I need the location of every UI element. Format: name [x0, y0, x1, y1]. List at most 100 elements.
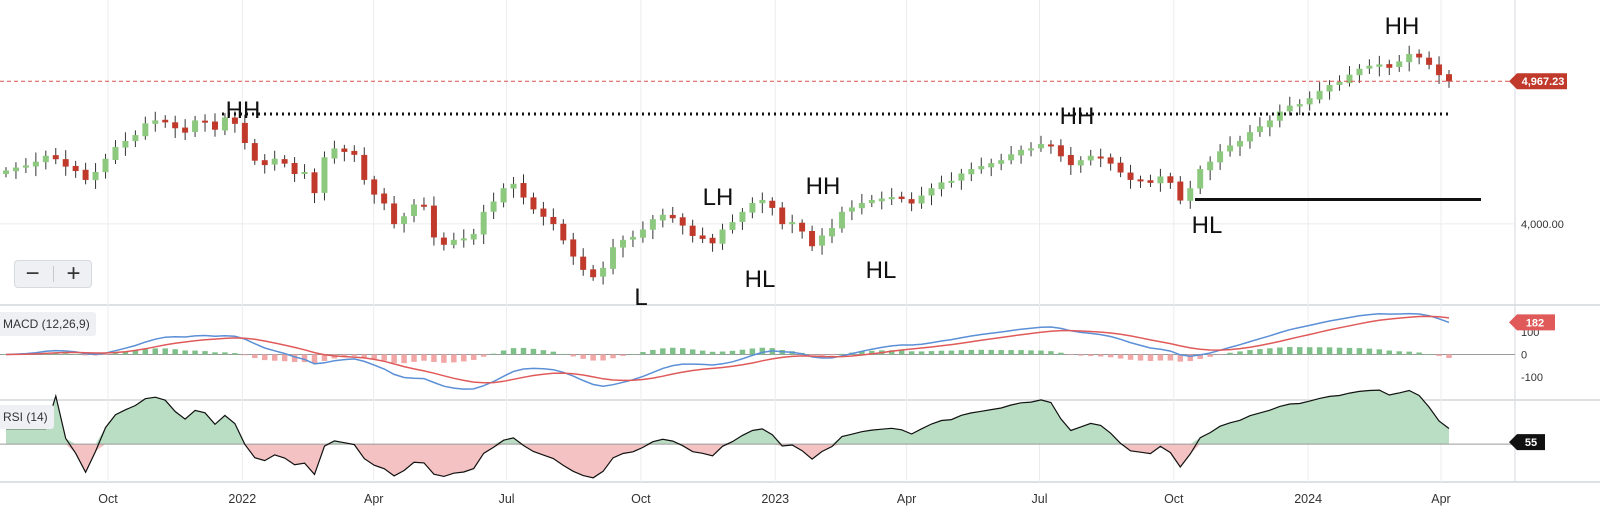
candle-body: [1028, 148, 1035, 151]
macd-histogram-bar: [1197, 354, 1203, 359]
macd-histogram-bar: [819, 354, 825, 356]
candle-body: [590, 269, 597, 278]
candle-body: [1047, 144, 1054, 147]
macd-histogram-bar: [689, 349, 696, 355]
candle-body: [1187, 188, 1194, 201]
macd-histogram-bar: [1048, 351, 1054, 355]
candle-body: [699, 235, 706, 239]
macd-histogram-bar: [122, 351, 129, 355]
candle-body: [649, 219, 656, 230]
candle-body: [530, 197, 537, 210]
swing-annotation: HH: [1385, 13, 1420, 40]
macd-histogram-bar: [291, 354, 298, 363]
candle-body: [868, 200, 875, 204]
candle-body: [221, 117, 228, 131]
candle-body: [679, 217, 686, 226]
candle-body: [1386, 64, 1393, 68]
swing-annotation: HH: [226, 97, 261, 124]
candle-body: [918, 195, 925, 204]
x-tick-label: Apr: [897, 492, 916, 506]
candle-body: [610, 247, 617, 269]
macd-histogram-bar: [371, 354, 377, 360]
candle-body: [1157, 176, 1164, 184]
candle-body: [689, 225, 696, 236]
macd-histogram-bar: [1316, 347, 1323, 355]
macd-histogram-bar: [311, 354, 318, 364]
macd-line: [5, 312, 1450, 390]
swing-annotation: HL: [866, 257, 897, 284]
candle-body: [251, 143, 258, 161]
macd-histogram-bar: [1107, 354, 1114, 358]
candle-body: [540, 208, 547, 217]
candle-body: [1306, 98, 1313, 105]
candle-body: [1346, 74, 1353, 84]
macd-histogram-bar: [1296, 347, 1303, 355]
macd-histogram-bar: [1277, 347, 1283, 355]
macd-y-tick-label: -100: [1521, 372, 1543, 384]
macd-histogram-bar: [1326, 347, 1333, 355]
candle-body: [1336, 82, 1343, 86]
macd-histogram-bar: [1167, 354, 1174, 361]
candle-body: [978, 166, 985, 170]
macd-histogram-bar: [1028, 350, 1034, 355]
candle-body: [1326, 84, 1333, 92]
macd-histogram-bar: [252, 354, 258, 359]
candle-body: [490, 201, 497, 212]
macd-histogram-bar: [978, 349, 985, 355]
candle-body: [1376, 64, 1383, 67]
macd-histogram-bar: [3, 354, 9, 355]
macd-label: MACD (12,26,9): [0, 312, 96, 336]
macd-histogram-bar: [510, 348, 517, 355]
macd-histogram-bar: [1177, 354, 1184, 362]
macd-histogram-bar: [281, 354, 288, 362]
candle-body: [1356, 68, 1363, 76]
candle-body: [729, 222, 736, 230]
macd-histogram-bar: [172, 349, 178, 355]
candle-body: [430, 205, 437, 238]
macd-histogram-bar: [1356, 348, 1363, 355]
macd-histogram-bar: [829, 354, 835, 356]
candle-body: [1246, 132, 1253, 142]
candle-body: [749, 202, 756, 213]
macd-histogram-bar: [1436, 354, 1442, 357]
rsi-above-area: [6, 390, 1449, 445]
candle-body: [1446, 74, 1452, 82]
candle-body: [202, 120, 209, 123]
macd-histogram-bar: [640, 352, 646, 355]
candle-body: [42, 155, 49, 163]
macd-histogram-bar: [928, 351, 935, 355]
candle-body: [888, 197, 895, 200]
candle-body: [560, 223, 567, 241]
candle-body: [361, 154, 368, 180]
candle-body: [1197, 169, 1204, 189]
x-tick-label: Apr: [1431, 492, 1450, 506]
candle-body: [231, 117, 238, 124]
macd-histogram-bar: [421, 354, 427, 361]
candle-body: [1217, 151, 1224, 163]
macd-histogram-bar: [998, 350, 1004, 355]
candle-body: [401, 216, 408, 224]
swing-annotation: L: [634, 284, 647, 311]
macd-histogram-bar: [709, 351, 716, 355]
macd-histogram-bar: [739, 349, 746, 355]
zoom-in-button[interactable]: +: [66, 260, 81, 287]
macd-histogram-bar: [1008, 350, 1014, 355]
macd-histogram-bar: [1137, 354, 1144, 361]
macd-histogram-bar: [839, 353, 845, 355]
macd-histogram-bar: [570, 354, 576, 357]
candle-body: [1276, 111, 1283, 121]
candle-body: [291, 163, 298, 174]
swing-annotation: HH: [806, 173, 841, 200]
zoom-out-button[interactable]: −: [25, 260, 40, 287]
macd-histogram-bar: [480, 354, 487, 357]
macd-histogram-bar: [1287, 347, 1293, 355]
x-tick-label: Jul: [1032, 492, 1048, 506]
candle-body: [281, 159, 288, 164]
macd-histogram-bar: [1068, 354, 1074, 355]
macd-signal-line: [5, 315, 1450, 384]
candle-body: [550, 216, 557, 225]
candle-body: [261, 160, 268, 166]
candle-body: [82, 169, 89, 180]
macd-histogram-bar: [908, 351, 915, 355]
candle-body: [470, 233, 477, 240]
